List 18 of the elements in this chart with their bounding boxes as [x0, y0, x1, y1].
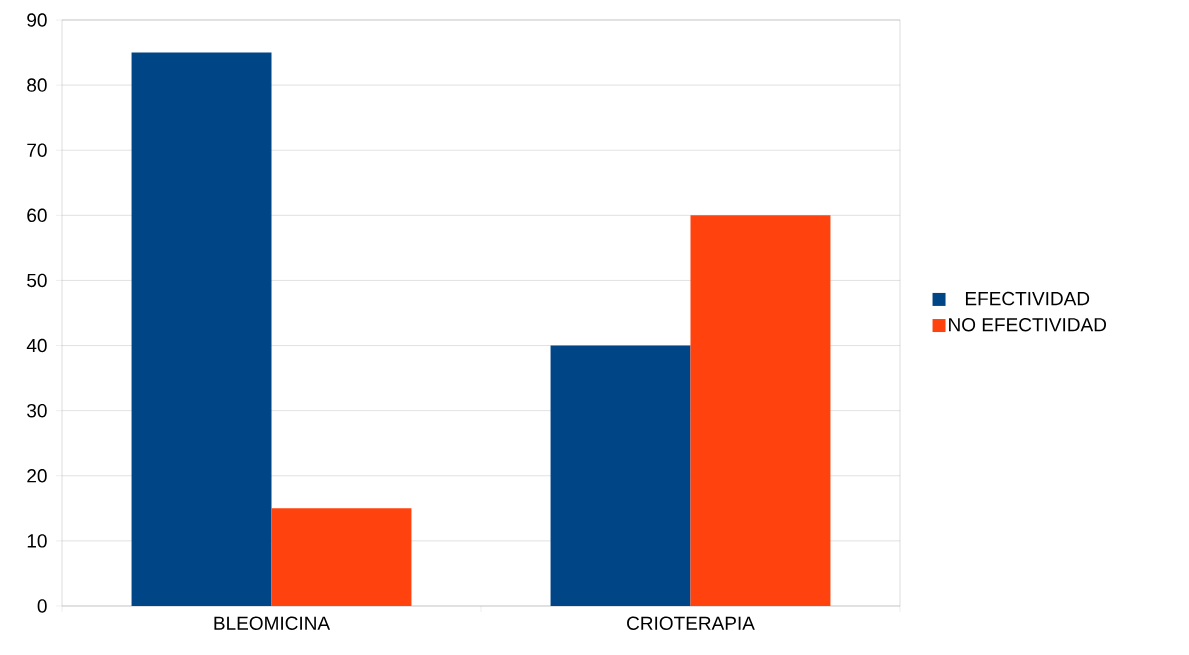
legend-label: EFECTIVIDAD — [965, 291, 1090, 306]
x-tick-label: BLEOMICINA — [214, 616, 331, 630]
bar — [550, 345, 691, 606]
bar — [131, 52, 272, 606]
y-tick-label: 30 — [27, 403, 47, 418]
bar — [271, 508, 412, 606]
y-tick-label: 70 — [27, 143, 47, 157]
y-tick-label: 40 — [26, 338, 47, 353]
x-tick-label: CRIOTERAPIA — [627, 616, 755, 630]
bar — [690, 215, 831, 606]
y-tick-label: 60 — [27, 208, 47, 223]
y-tick-label: 0 — [37, 599, 47, 613]
y-tick-label: 50 — [27, 273, 47, 288]
y-tick-label: 10 — [27, 534, 47, 548]
y-tick-label: 80 — [27, 78, 47, 92]
y-tick-label: 20 — [27, 469, 47, 483]
legend-label: NO EFECTIVIDAD — [949, 317, 1107, 332]
y-tick-label: 90 — [27, 13, 47, 27]
